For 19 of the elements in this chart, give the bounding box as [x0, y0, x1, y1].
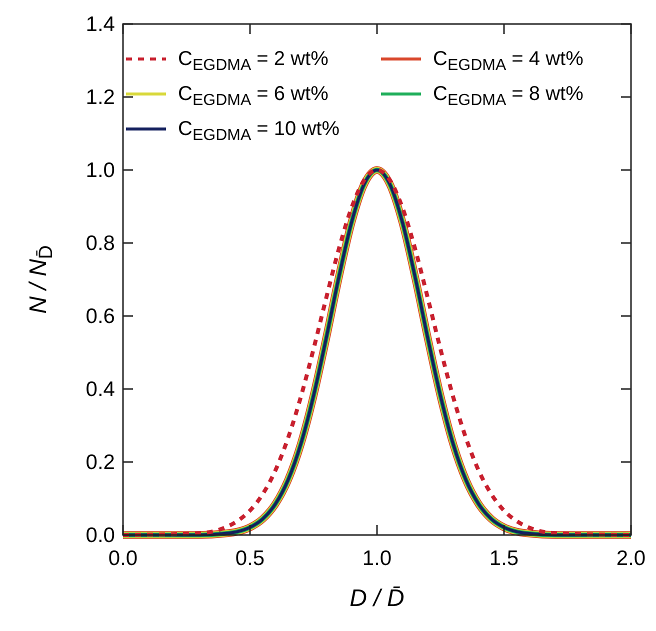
- legend-label: C$_{EGDMA}$ = 4 wt%: [433, 48, 584, 74]
- legend-label: C$_{EGDMA}$ = 2 wt%: [178, 48, 329, 74]
- y-tick-label: 0.2: [86, 451, 115, 474]
- y-tick-label: 0.8: [86, 232, 115, 255]
- y-tick-label: 1.0: [86, 159, 115, 182]
- legend-label: C$_{EGDMA}$ = 8 wt%: [433, 83, 584, 109]
- legend-label: C$_{EGDMA}$ = 6 wt%: [178, 83, 329, 109]
- x-tick-label: 1.5: [489, 547, 519, 570]
- y-tick-label: 0.0: [86, 524, 115, 547]
- legend-label: C$_{EGDMA}$ = 10 wt%: [178, 118, 340, 144]
- y-tick-label: 0.6: [86, 305, 115, 328]
- x-axis-title: D / D̄: [350, 585, 404, 612]
- x-tick-label: 2.0: [616, 547, 646, 570]
- y-tick-label: 0.4: [86, 378, 116, 401]
- y-tick-label: 1.4: [86, 13, 116, 36]
- x-tick-label: 0.0: [108, 547, 138, 570]
- x-tick-label: 1.0: [362, 547, 392, 570]
- x-tick-label: 0.5: [235, 547, 265, 570]
- y-tick-label: 1.2: [86, 86, 115, 109]
